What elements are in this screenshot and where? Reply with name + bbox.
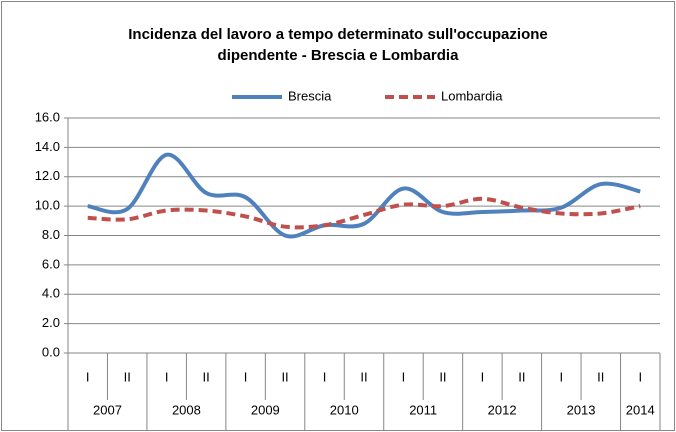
y-tick-label: 4.0	[42, 286, 60, 301]
y-tick-label: 8.0	[42, 227, 60, 242]
series-line	[87, 196, 641, 230]
x-tick-label: I	[402, 369, 406, 384]
x-group-label: 2010	[330, 402, 359, 417]
y-tick-label: 16.0	[35, 109, 60, 124]
x-tick-label: II	[360, 369, 367, 384]
x-tick-label: I	[481, 369, 485, 384]
x-group-label: 2011	[409, 402, 437, 417]
x-group-label: 2012	[488, 402, 517, 417]
y-tick-label: 12.0	[35, 168, 60, 183]
x-tick-label: II	[281, 369, 288, 384]
y-tick-label: 0.0	[42, 344, 60, 359]
x-group-label: 2013	[567, 402, 596, 417]
x-tick-label: II	[439, 369, 446, 384]
x-tick-label: II	[203, 369, 210, 384]
x-tick-label: II	[518, 369, 525, 384]
x-tick-label: I	[638, 369, 642, 384]
x-tick-label: II	[124, 369, 131, 384]
chart-title: Incidenza del lavoro a tempo determinato…	[128, 26, 548, 64]
x-tick-label: I	[323, 369, 327, 384]
x-tick-label: I	[165, 369, 169, 384]
x-tick-label: II	[597, 369, 604, 384]
x-tick-label: I	[86, 369, 90, 384]
y-tick-label: 10.0	[35, 198, 60, 213]
y-tick-label: 14.0	[35, 139, 60, 154]
y-tick-label: 6.0	[42, 256, 60, 271]
x-tick-label: I	[244, 369, 248, 384]
x-group-label: 2009	[251, 402, 280, 417]
legend-label: Lombardia	[441, 88, 503, 103]
x-group-label: 2014	[626, 402, 655, 417]
x-tick-label: I	[560, 369, 564, 384]
y-tick-label: 2.0	[42, 315, 60, 330]
x-group-label: 2008	[172, 402, 201, 417]
legend-label: Brescia	[288, 88, 332, 103]
x-group-label: 2007	[93, 402, 122, 417]
series-line	[87, 152, 641, 239]
